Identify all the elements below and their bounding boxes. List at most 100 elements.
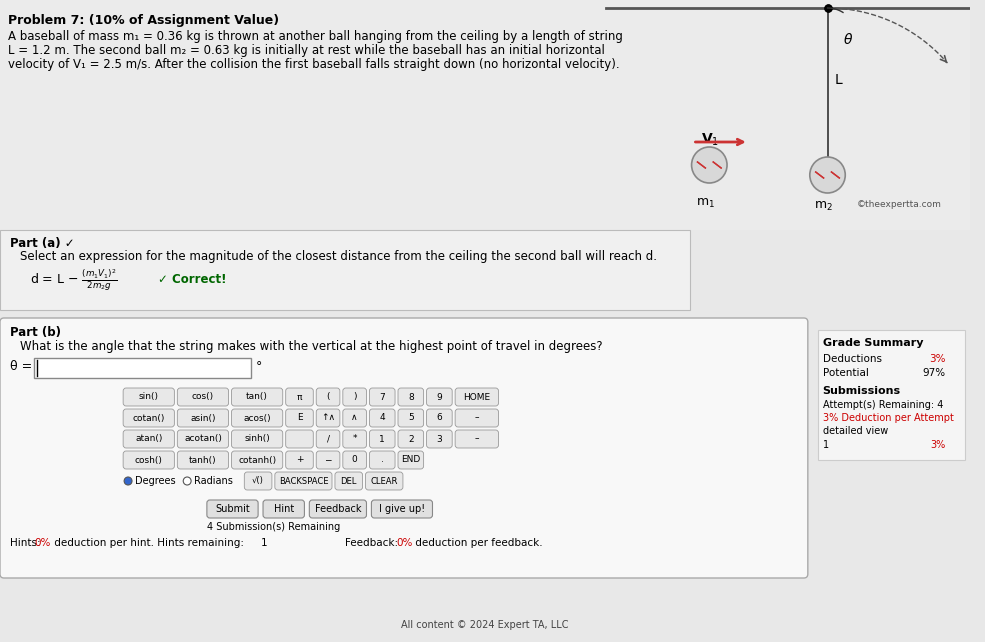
Text: 6: 6 bbox=[436, 413, 442, 422]
Text: ∧: ∧ bbox=[352, 413, 358, 422]
FancyBboxPatch shape bbox=[371, 500, 432, 518]
FancyBboxPatch shape bbox=[177, 388, 229, 406]
FancyBboxPatch shape bbox=[398, 409, 424, 427]
Text: END: END bbox=[401, 456, 421, 465]
FancyBboxPatch shape bbox=[316, 388, 340, 406]
FancyBboxPatch shape bbox=[286, 388, 313, 406]
FancyBboxPatch shape bbox=[123, 388, 174, 406]
FancyBboxPatch shape bbox=[309, 500, 366, 518]
Text: cos(): cos() bbox=[192, 392, 214, 401]
Text: 0: 0 bbox=[352, 456, 358, 465]
Text: –: – bbox=[475, 435, 479, 444]
Text: BACKSPACE: BACKSPACE bbox=[279, 476, 328, 485]
Text: 97%: 97% bbox=[923, 368, 946, 378]
Text: 1: 1 bbox=[379, 435, 385, 444]
Text: deduction per feedback.: deduction per feedback. bbox=[412, 538, 543, 548]
Text: sinh(): sinh() bbox=[244, 435, 270, 444]
FancyBboxPatch shape bbox=[818, 330, 965, 460]
Text: √(): √() bbox=[252, 476, 264, 485]
FancyBboxPatch shape bbox=[231, 409, 283, 427]
Text: m$_2$: m$_2$ bbox=[814, 200, 832, 213]
FancyBboxPatch shape bbox=[123, 451, 174, 469]
FancyBboxPatch shape bbox=[316, 430, 340, 448]
Text: ): ) bbox=[353, 392, 357, 401]
FancyBboxPatch shape bbox=[0, 318, 808, 578]
Text: 4: 4 bbox=[379, 413, 385, 422]
Text: acos(): acos() bbox=[243, 413, 271, 422]
FancyBboxPatch shape bbox=[365, 472, 403, 490]
Text: π: π bbox=[296, 392, 302, 401]
FancyBboxPatch shape bbox=[286, 451, 313, 469]
FancyBboxPatch shape bbox=[343, 388, 366, 406]
Text: E: E bbox=[296, 413, 302, 422]
Text: 3%: 3% bbox=[931, 440, 946, 450]
Text: Grade Summary: Grade Summary bbox=[822, 338, 923, 348]
Text: 3%: 3% bbox=[929, 354, 946, 364]
Text: m$_1$: m$_1$ bbox=[695, 197, 714, 210]
Text: 7: 7 bbox=[379, 392, 385, 401]
FancyBboxPatch shape bbox=[343, 451, 366, 469]
Text: (: ( bbox=[326, 392, 330, 401]
Text: cotan(): cotan() bbox=[133, 413, 164, 422]
Text: Submissions: Submissions bbox=[822, 386, 900, 396]
FancyBboxPatch shape bbox=[369, 451, 395, 469]
FancyBboxPatch shape bbox=[231, 430, 283, 448]
Text: I give up!: I give up! bbox=[379, 504, 425, 514]
Text: L = 1.2 m. The second ball m₂ = 0.63 kg is initially at rest while the baseball : L = 1.2 m. The second ball m₂ = 0.63 kg … bbox=[8, 44, 605, 57]
Text: cosh(): cosh() bbox=[135, 456, 163, 465]
Text: 3: 3 bbox=[436, 435, 442, 444]
Text: A baseball of mass m₁ = 0.36 kg is thrown at another ball hanging from the ceili: A baseball of mass m₁ = 0.36 kg is throw… bbox=[8, 30, 623, 43]
Text: °: ° bbox=[256, 360, 263, 373]
Text: atan(): atan() bbox=[135, 435, 163, 444]
FancyBboxPatch shape bbox=[275, 472, 332, 490]
Text: What is the angle that the string makes with the vertical at the highest point o: What is the angle that the string makes … bbox=[20, 340, 603, 353]
FancyBboxPatch shape bbox=[123, 409, 174, 427]
FancyBboxPatch shape bbox=[231, 388, 283, 406]
Text: 0%: 0% bbox=[34, 538, 51, 548]
FancyBboxPatch shape bbox=[427, 430, 452, 448]
Text: *: * bbox=[353, 435, 357, 444]
Text: 8: 8 bbox=[408, 392, 414, 401]
Circle shape bbox=[810, 157, 845, 193]
Text: Radians: Radians bbox=[194, 476, 232, 486]
Text: .: . bbox=[381, 456, 384, 465]
Text: deduction per hint. Hints remaining:: deduction per hint. Hints remaining: bbox=[51, 538, 247, 548]
FancyBboxPatch shape bbox=[369, 430, 395, 448]
FancyBboxPatch shape bbox=[455, 409, 498, 427]
Text: Potential: Potential bbox=[822, 368, 869, 378]
FancyBboxPatch shape bbox=[455, 388, 498, 406]
FancyBboxPatch shape bbox=[177, 430, 229, 448]
Text: 0%: 0% bbox=[396, 538, 413, 548]
Text: Problem 7: (10% of Assignment Value): Problem 7: (10% of Assignment Value) bbox=[8, 14, 279, 27]
Circle shape bbox=[124, 477, 132, 485]
Text: 9: 9 bbox=[436, 392, 442, 401]
FancyBboxPatch shape bbox=[343, 409, 366, 427]
Text: 1: 1 bbox=[822, 440, 828, 450]
FancyBboxPatch shape bbox=[207, 500, 258, 518]
Text: HOME: HOME bbox=[463, 392, 491, 401]
FancyBboxPatch shape bbox=[244, 472, 272, 490]
FancyBboxPatch shape bbox=[34, 358, 251, 378]
Text: ©theexpertta.com: ©theexpertta.com bbox=[857, 200, 942, 209]
Text: d = L $-$ $\frac{(m_1 V_1)^2}{2m_2 g}$: d = L $-$ $\frac{(m_1 V_1)^2}{2m_2 g}$ bbox=[30, 268, 117, 293]
Text: θ =: θ = bbox=[10, 360, 33, 373]
Text: Hints:: Hints: bbox=[10, 538, 43, 548]
Text: Feedback:: Feedback: bbox=[345, 538, 401, 548]
Text: −: − bbox=[324, 456, 332, 465]
Text: V$_1$: V$_1$ bbox=[701, 132, 720, 148]
Text: –: – bbox=[475, 413, 479, 422]
FancyBboxPatch shape bbox=[343, 430, 366, 448]
Circle shape bbox=[183, 477, 191, 485]
Text: acotan(): acotan() bbox=[184, 435, 222, 444]
FancyBboxPatch shape bbox=[177, 409, 229, 427]
FancyBboxPatch shape bbox=[231, 451, 283, 469]
Text: Deductions: Deductions bbox=[822, 354, 882, 364]
Text: Select an expression for the magnitude of the closest distance from the ceiling : Select an expression for the magnitude o… bbox=[20, 250, 657, 263]
Text: L: L bbox=[834, 73, 842, 87]
Text: Part (a) ✓: Part (a) ✓ bbox=[10, 237, 75, 250]
Text: All content © 2024 Expert TA, LLC: All content © 2024 Expert TA, LLC bbox=[401, 620, 568, 630]
Text: $\theta$: $\theta$ bbox=[843, 32, 854, 47]
Text: asin(): asin() bbox=[190, 413, 216, 422]
FancyBboxPatch shape bbox=[263, 500, 304, 518]
FancyBboxPatch shape bbox=[0, 0, 970, 230]
